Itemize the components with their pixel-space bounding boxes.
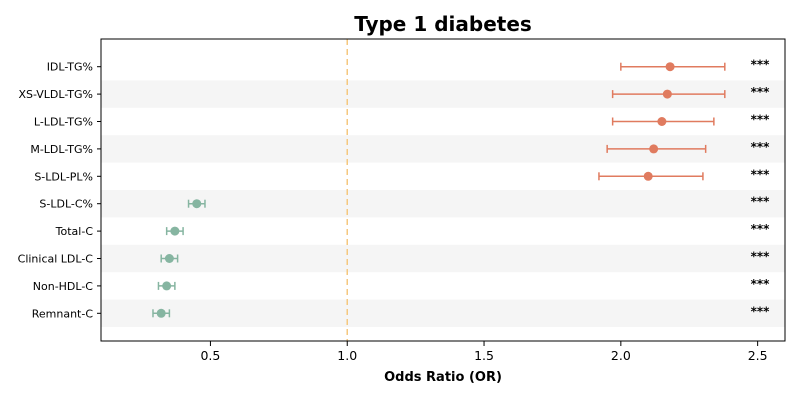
x-axis-label: Odds Ratio (OR) <box>384 370 502 385</box>
or-point <box>156 308 166 318</box>
y-tick-label: IDL-TG% <box>47 61 93 74</box>
or-point <box>643 171 653 181</box>
data-points <box>152 62 726 318</box>
y-tick-label: Total-C <box>55 225 94 238</box>
or-point <box>170 226 180 236</box>
x-tick-label: 2.0 <box>611 348 631 363</box>
y-tick-label: M-LDL-TG% <box>30 143 93 156</box>
significance-label: *** <box>751 58 771 72</box>
y-tick-label: Non-HDL-C <box>33 280 94 293</box>
or-point <box>657 117 667 126</box>
significance-label: *** <box>751 304 771 318</box>
or-point <box>164 254 174 263</box>
row-stripe <box>101 190 785 218</box>
y-tick-label: L-LDL-TG% <box>34 116 93 129</box>
significance-labels: *** *** *** *** *** *** *** *** *** *** <box>751 58 771 319</box>
x-tick-label: 0.5 <box>200 348 220 363</box>
or-point <box>665 62 675 72</box>
significance-label: *** <box>751 140 771 154</box>
y-tick-label: Remnant-C <box>32 307 94 320</box>
chart-title: Type 1 diabetes <box>354 12 532 36</box>
y-tick-labels: IDL-TG% XS-VLDL-TG% L-LDL-TG% M-LDL-TG% S-LD… <box>18 61 101 320</box>
or-point <box>649 144 659 154</box>
row-stripe <box>101 244 785 273</box>
or-point <box>662 89 672 99</box>
significance-label: *** <box>751 195 771 209</box>
significance-label: *** <box>751 277 771 291</box>
x-axis: 0.5 1.0 1.5 2.0 2.5 <box>200 341 768 363</box>
x-tick-label: 2.5 <box>748 348 768 363</box>
significance-label: *** <box>751 222 771 236</box>
significance-label: *** <box>751 113 771 127</box>
row-stripe <box>101 299 785 327</box>
significance-label: *** <box>751 167 771 181</box>
y-tick-label: S-LDL-PL% <box>34 170 93 183</box>
or-point <box>192 199 202 209</box>
plot-frame <box>100 38 786 342</box>
x-tick-label: 1.0 <box>337 348 357 363</box>
y-tick-label: Clinical LDL-C <box>18 253 94 266</box>
y-tick-label: XS-VLDL-TG% <box>18 88 93 101</box>
y-tick-label: S-LDL-C% <box>39 198 93 211</box>
or-point <box>162 281 172 291</box>
x-tick-label: 1.5 <box>474 348 494 363</box>
significance-label: *** <box>751 85 771 99</box>
significance-label: *** <box>751 250 771 264</box>
